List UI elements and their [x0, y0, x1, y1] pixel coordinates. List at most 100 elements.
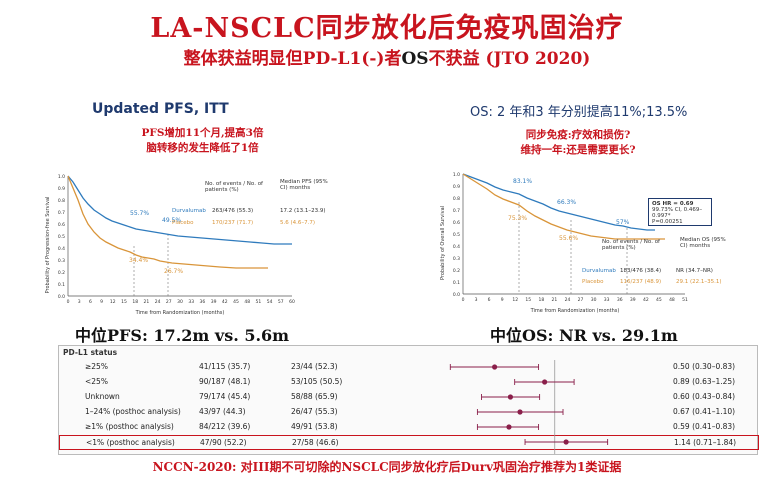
forest-row: <25% 90/187 (48.1) 53/105 (50.5) 0.89 (0.63…	[59, 375, 759, 389]
pfs-xtick-label: 33	[188, 299, 194, 305]
os-panel-title: OS: 2 年和3 年分别提高11%;13.5%	[470, 105, 688, 120]
pfs-placebo-12m-label: 34.4%	[129, 257, 148, 264]
pfs-xtick-label: 57	[278, 299, 284, 305]
pfs-placebo-18m-label: 26.7%	[164, 268, 183, 275]
os-placebo-events: 116/237 (48.9)	[620, 279, 662, 285]
pfs-km-chart: Probability of Progression-free Survival…	[45, 174, 295, 316]
pfs-xtick-label: 24	[155, 299, 161, 305]
forest-placebo-events: 58/88 (65.9)	[291, 392, 338, 401]
forest-subgroup-label: ≥1% (posthoc analysis)	[85, 422, 174, 431]
os-xtick-label: 39	[630, 297, 636, 303]
os-ytick-label: 0.5	[453, 232, 460, 238]
os-hr-box: OS HR = 0.69 99.73% CI, 0.469–0.997* P=0…	[648, 198, 712, 226]
forest-point-estimate	[506, 424, 512, 430]
os-median-summary: 中位OS: NR vs. 29.1m	[490, 326, 678, 345]
forest-durva-events: 47/90 (52.2)	[200, 438, 247, 447]
os-durva-12m-label: 83.1%	[513, 178, 532, 185]
os-table-col2: Median OS (95% CI) months	[680, 237, 726, 249]
pdl1-forest-plot: PD-L1 status ≥25% 41/115 (35.7) 23/44 (52.…	[58, 345, 759, 455]
forest-placebo-events: 49/91 (53.8)	[291, 422, 338, 431]
pfs-durva-name: Durvalumab	[172, 208, 206, 214]
pfs-ytick-label: 0.2	[58, 270, 65, 276]
forest-placebo-events: 23/44 (52.3)	[291, 362, 338, 371]
forest-header: PD-L1 status	[63, 348, 118, 357]
os-durva-36m-label: 57%	[616, 219, 630, 226]
forest-subgroup-label: <1% (posthoc analysis)	[86, 438, 175, 447]
forest-subgroup-label: 1–24% (posthoc analysis)	[85, 407, 181, 416]
os-placebo-curve	[462, 173, 665, 240]
forest-point-estimate	[517, 409, 523, 415]
pfs-median-summary: 中位PFS: 17.2m vs. 5.6m	[75, 326, 290, 345]
os-ytick-label: 0.6	[453, 220, 460, 226]
pfs-ytick-label: 0.3	[58, 258, 65, 264]
pfs-xtick-label: 51	[256, 299, 262, 305]
footer-note: NCCN-2020: 对III期不可切除的NSCLC同步放化疗后Durv巩固治疗…	[152, 460, 622, 474]
os-note: 同步免疫:疗效和损伤? 维持一年:还是需要更长?	[508, 128, 648, 158]
pfs-xtick-label: 54	[267, 299, 273, 305]
forest-hr-ci: 0.50 (0.30–0.83)	[673, 362, 736, 371]
slide-subtitle: 整体获益明显但PD-L1(-)者OS不获益 (JTO 2020)	[0, 44, 774, 69]
pfs-durva-events: 263/476 (55.3)	[212, 208, 254, 214]
os-xtick-label: 45	[656, 297, 662, 303]
pfs-ytick-label: 0.0	[58, 294, 65, 300]
forest-point-estimate	[507, 394, 514, 400]
os-ytick-label: 0.1	[453, 280, 460, 286]
pfs-xtick-label: 45	[233, 299, 239, 305]
forest-row: ≥25% 41/115 (35.7) 23/44 (52.3) 0.50 (0.30–…	[59, 360, 759, 374]
os-xtick-label: 6	[488, 297, 491, 303]
os-ytick-label: 1.0	[453, 172, 460, 178]
os-note-line1: 同步免疫:疗效和损伤?	[525, 129, 631, 141]
pfs-placebo-events: 170/237 (71.7)	[212, 220, 254, 226]
os-hr-p: P=0.00251	[652, 219, 683, 225]
os-xtick-label: 21	[552, 297, 558, 303]
os-placebo-name: Placebo	[582, 279, 604, 285]
pfs-xtick-label: 3	[78, 299, 81, 305]
pfs-ytick-label: 0.6	[58, 222, 65, 228]
os-ytick-label: 0.8	[453, 196, 460, 202]
os-xtick-label: 51	[682, 297, 688, 303]
pfs-xtick-label: 21	[144, 299, 150, 305]
os-hr-ci: 99.73% CI, 0.469–0.997*	[652, 207, 703, 219]
pfs-xtick-label: 42	[222, 299, 228, 305]
pfs-placebo-name: Placebo	[172, 220, 194, 226]
os-xtick-label: 15	[525, 297, 531, 303]
os-durva-24m-label: 66.3%	[557, 199, 576, 206]
os-durvalumab-curve	[462, 173, 655, 231]
os-xtick-label: 48	[669, 297, 675, 303]
os-xtick-label: 42	[643, 297, 649, 303]
os-ytick-label: 0.2	[453, 268, 460, 274]
forest-subgroup-label: ≥25%	[85, 362, 108, 371]
forest-point-estimate	[492, 364, 498, 370]
pfs-xtick-label: 0	[67, 299, 70, 305]
pfs-xtick-label: 36	[200, 299, 206, 305]
os-ylabel: Probability of Overall Survival	[440, 206, 446, 280]
os-xtick-label: 30	[591, 297, 597, 303]
pfs-note: PFS增加11个月,提高3倍 脑转移的发生降低了1倍	[125, 126, 280, 156]
pfs-durva-12m-label: 55.7%	[130, 210, 149, 217]
os-xtick-label: 24	[565, 297, 571, 303]
pfs-xtick-label: 48	[244, 299, 250, 305]
os-durva-median: NR (34.7–NR)	[676, 268, 713, 274]
os-placebo-24m-label: 55.6%	[559, 235, 578, 242]
os-xtick-label: 18	[538, 297, 544, 303]
pfs-durva-median: 17.2 (13.1–23.9)	[280, 208, 326, 214]
os-xtick-label: 12	[512, 297, 518, 303]
os-xtick-label: 27	[578, 297, 584, 303]
subtitle-prefix: 整体获益明显但PD-L1(-)者	[183, 49, 402, 69]
os-xlabel: Time from Randomization (months)	[530, 308, 620, 314]
os-ytick-label: 0.3	[453, 256, 460, 262]
pfs-ytick-label: 0.5	[58, 234, 65, 240]
os-table-col1: No. of events / No. of patients (%)	[602, 239, 660, 251]
os-km-chart: Probability of Overall Survival 0.0 0.1 0.…	[440, 172, 688, 314]
pfs-xtick-label: 27	[166, 299, 172, 305]
pfs-xtick-label: 39	[211, 299, 217, 305]
slide-title: LA-NSCLC同步放化后免疫巩固治疗	[150, 13, 624, 44]
pfs-xlabel: Time from Randomization (months)	[135, 310, 225, 316]
forest-point-estimate	[563, 439, 569, 445]
forest-placebo-events: 53/105 (50.5)	[291, 377, 343, 386]
os-xtick-label: 33	[604, 297, 610, 303]
pfs-xtick-label: 12	[110, 299, 116, 305]
pfs-ytick-label: 0.7	[58, 210, 65, 216]
forest-subgroup-label: <25%	[85, 377, 108, 386]
os-placebo-12m-label: 75.3%	[508, 215, 527, 222]
